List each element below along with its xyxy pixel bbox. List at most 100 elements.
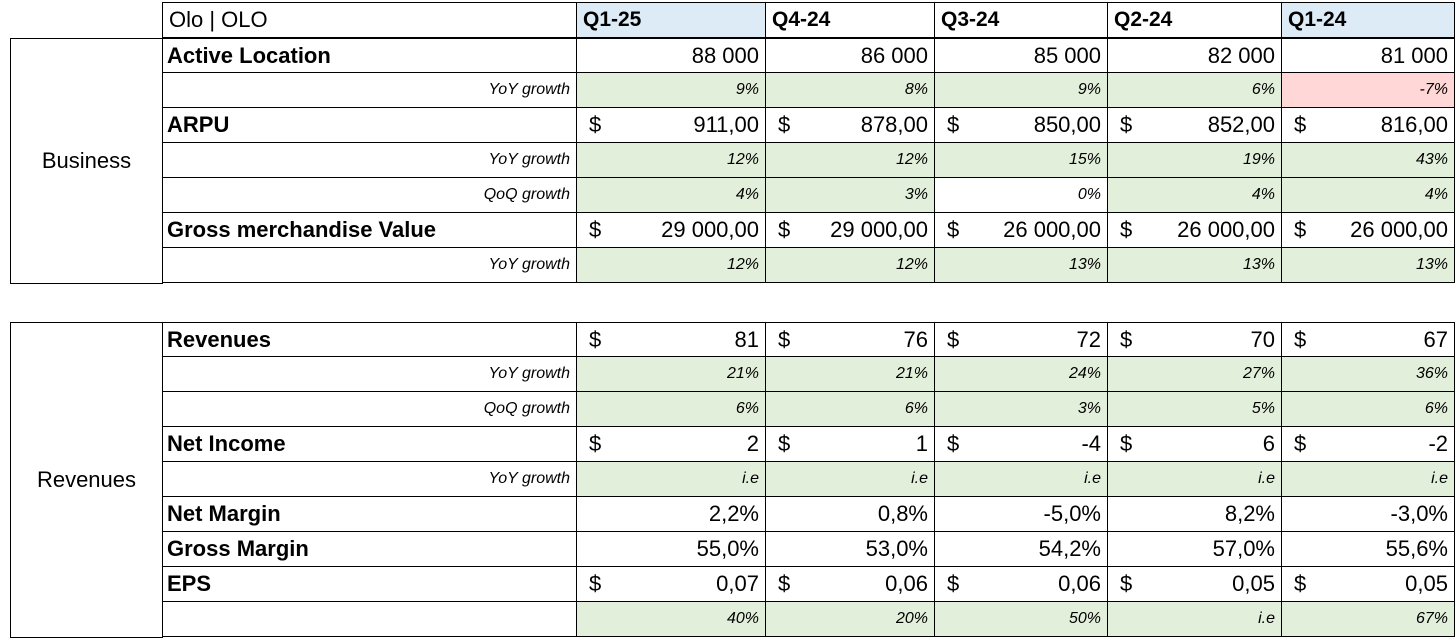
row-sublabel[interactable] xyxy=(162,602,577,637)
table-cell[interactable]: 4% xyxy=(1282,178,1455,213)
table-cell[interactable]: 5% xyxy=(1108,392,1282,427)
table-cell[interactable]: $0,07 xyxy=(577,567,766,602)
row-label[interactable]: Active Location xyxy=(162,38,577,73)
table-cell[interactable]: -3,0% xyxy=(1282,497,1455,532)
table-cell[interactable]: $816,00 xyxy=(1282,108,1455,143)
table-cell[interactable]: $0,05 xyxy=(1108,567,1282,602)
table-cell[interactable]: 4% xyxy=(577,178,766,213)
table-cell[interactable]: 3% xyxy=(766,178,935,213)
table-cell[interactable]: $26 000,00 xyxy=(1282,213,1455,248)
table-cell[interactable]: 55,6% xyxy=(1282,532,1455,567)
table-cell[interactable]: 13% xyxy=(1282,248,1455,283)
table-cell[interactable]: 54,2% xyxy=(935,532,1108,567)
table-cell[interactable]: -5,0% xyxy=(935,497,1108,532)
quarter-header[interactable]: Q4-24 xyxy=(766,2,935,38)
table-cell[interactable]: -7% xyxy=(1282,73,1455,108)
table-cell[interactable]: 3% xyxy=(935,392,1108,427)
table-cell[interactable]: 0,8% xyxy=(766,497,935,532)
row-label[interactable]: ARPU xyxy=(162,108,577,143)
table-cell[interactable]: i.e xyxy=(766,462,935,497)
table-cell[interactable]: $ -4 xyxy=(935,427,1108,462)
table-cell[interactable]: 13% xyxy=(935,248,1108,283)
table-cell[interactable]: i.e xyxy=(577,462,766,497)
table-cell[interactable]: 6% xyxy=(577,392,766,427)
table-cell[interactable]: 20% xyxy=(766,602,935,637)
table-cell[interactable]: $72 xyxy=(935,322,1108,357)
table-cell[interactable]: 27% xyxy=(1108,357,1282,392)
table-cell[interactable]: 50% xyxy=(935,602,1108,637)
row-sublabel[interactable]: YoY growth xyxy=(162,462,577,497)
row-label[interactable]: Revenues xyxy=(162,322,577,357)
table-cell[interactable]: $878,00 xyxy=(766,108,935,143)
table-cell[interactable]: $0,05 xyxy=(1282,567,1455,602)
table-cell[interactable]: $1 xyxy=(766,427,935,462)
table-cell[interactable]: $76 xyxy=(766,322,935,357)
table-cell[interactable]: 12% xyxy=(577,248,766,283)
table-cell[interactable]: 21% xyxy=(577,357,766,392)
table-cell[interactable]: 55,0% xyxy=(577,532,766,567)
table-cell[interactable]: 15% xyxy=(935,143,1108,178)
row-sublabel[interactable]: YoY growth xyxy=(162,248,577,283)
row-sublabel[interactable]: YoY growth xyxy=(162,143,577,178)
quarter-header[interactable]: Q1-24 xyxy=(1282,2,1455,38)
row-sublabel[interactable]: YoY growth xyxy=(162,357,577,392)
table-cell[interactable]: $26 000,00 xyxy=(935,213,1108,248)
table-cell[interactable]: 12% xyxy=(577,143,766,178)
table-cell[interactable]: 57,0% xyxy=(1108,532,1282,567)
table-cell[interactable]: 85 000 xyxy=(935,38,1108,73)
sheet-title[interactable]: Olo | OLO xyxy=(162,2,577,38)
row-label[interactable]: Net Margin xyxy=(162,497,577,532)
row-sublabel[interactable]: QoQ growth xyxy=(162,392,577,427)
table-cell[interactable]: $0,06 xyxy=(935,567,1108,602)
table-cell[interactable]: $67 xyxy=(1282,322,1455,357)
table-cell[interactable]: $852,00 xyxy=(1108,108,1282,143)
table-cell[interactable]: i.e xyxy=(1108,462,1282,497)
row-label[interactable]: Gross Margin xyxy=(162,532,577,567)
table-cell[interactable]: 12% xyxy=(766,143,935,178)
table-cell[interactable]: $850,00 xyxy=(935,108,1108,143)
table-cell[interactable]: 2,2% xyxy=(577,497,766,532)
table-cell[interactable]: 53,0% xyxy=(766,532,935,567)
table-cell[interactable]: 86 000 xyxy=(766,38,935,73)
table-cell[interactable]: 36% xyxy=(1282,357,1455,392)
table-cell[interactable]: 0% xyxy=(935,178,1108,213)
table-cell[interactable]: $26 000,00 xyxy=(1108,213,1282,248)
quarter-header[interactable]: Q3-24 xyxy=(935,2,1108,38)
quarter-header[interactable]: Q2-24 xyxy=(1108,2,1282,38)
table-cell[interactable]: $2 xyxy=(577,427,766,462)
table-cell[interactable]: 6% xyxy=(1282,392,1455,427)
table-cell[interactable]: $29 000,00 xyxy=(766,213,935,248)
table-cell[interactable]: 6% xyxy=(1108,73,1282,108)
table-cell[interactable]: 13% xyxy=(1108,248,1282,283)
table-cell[interactable]: 88 000 xyxy=(577,38,766,73)
table-cell[interactable]: i.e xyxy=(1108,602,1282,637)
table-cell[interactable]: 9% xyxy=(935,73,1108,108)
table-cell[interactable]: 12% xyxy=(766,248,935,283)
table-cell[interactable]: 24% xyxy=(935,357,1108,392)
table-cell[interactable]: $70 xyxy=(1108,322,1282,357)
table-cell[interactable]: 82 000 xyxy=(1108,38,1282,73)
table-cell[interactable]: i.e xyxy=(935,462,1108,497)
row-sublabel[interactable]: YoY growth xyxy=(162,73,577,108)
row-label[interactable]: EPS xyxy=(162,567,577,602)
table-cell[interactable]: $29 000,00 xyxy=(577,213,766,248)
quarter-header[interactable]: Q1-25 xyxy=(577,2,766,38)
table-cell[interactable]: $911,00 xyxy=(577,108,766,143)
table-cell[interactable]: 43% xyxy=(1282,143,1455,178)
table-cell[interactable]: 67% xyxy=(1282,602,1455,637)
row-label[interactable]: Gross merchandise Value xyxy=(162,213,577,248)
table-cell[interactable]: $ -2 xyxy=(1282,427,1455,462)
table-cell[interactable]: 8% xyxy=(766,73,935,108)
table-cell[interactable]: $0,06 xyxy=(766,567,935,602)
table-cell[interactable]: 8,2% xyxy=(1108,497,1282,532)
table-cell[interactable]: 81 000 xyxy=(1282,38,1455,73)
table-cell[interactable]: 9% xyxy=(577,73,766,108)
row-sublabel[interactable]: QoQ growth xyxy=(162,178,577,213)
row-label[interactable]: Net Income xyxy=(162,427,577,462)
table-cell[interactable]: i.e xyxy=(1282,462,1455,497)
table-cell[interactable]: 40% xyxy=(577,602,766,637)
table-cell[interactable]: $6 xyxy=(1108,427,1282,462)
table-cell[interactable]: 4% xyxy=(1108,178,1282,213)
table-cell[interactable]: 21% xyxy=(766,357,935,392)
table-cell[interactable]: $81 xyxy=(577,322,766,357)
